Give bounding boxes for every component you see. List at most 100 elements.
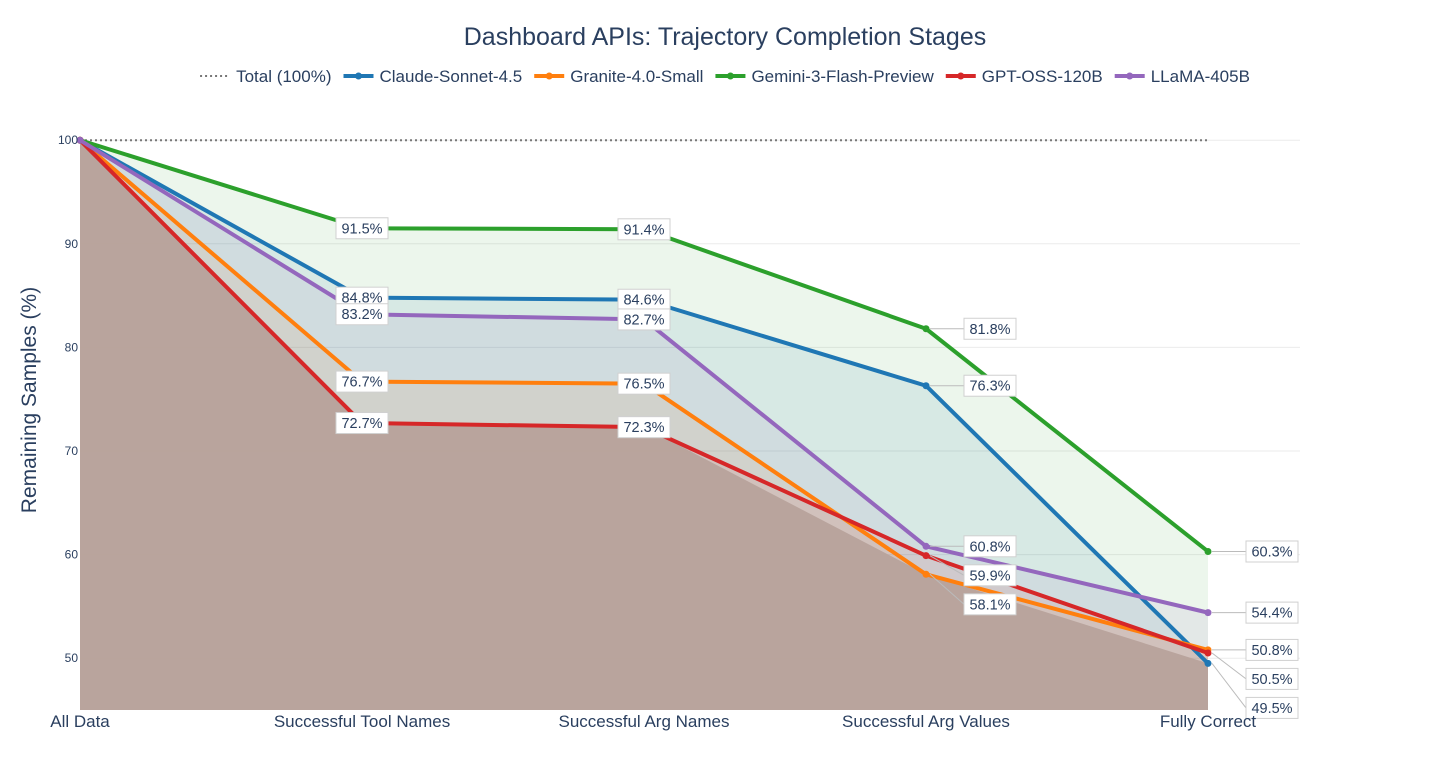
- x-tick-label: Successful Tool Names: [274, 712, 450, 731]
- legend-item-gpt-oss-120b[interactable]: GPT-OSS-120B: [945, 67, 1103, 86]
- data-label: 82.7%: [617, 308, 671, 331]
- data-label: 76.5%: [617, 372, 671, 395]
- data-label: 76.7%: [335, 370, 389, 393]
- label-box: [1245, 601, 1299, 624]
- label-box: [963, 535, 1017, 558]
- fill-gpt-oss-120b: [80, 140, 1208, 710]
- data-point[interactable]: [922, 382, 930, 390]
- label-text: 83.2%: [341, 307, 382, 323]
- label-text: 91.4%: [623, 222, 664, 238]
- label-box: [1245, 667, 1299, 690]
- x-tick-label: Successful Arg Names: [558, 712, 729, 731]
- label-box: [335, 370, 389, 393]
- legend-item-granite-4-0-small[interactable]: Granite-4.0-Small: [534, 67, 703, 86]
- legend-marker: [545, 72, 553, 80]
- label-text: 72.3%: [623, 420, 664, 436]
- data-labels: 84.8% 76.7% 91.5% 72.7% 83.2% 84.6% 76.5% 91.4%…: [335, 217, 1299, 719]
- data-label: 84.6%: [617, 288, 671, 311]
- data-label: 76.3%: [930, 374, 1017, 397]
- y-tick-label: 80: [65, 340, 79, 354]
- label-text: 54.4%: [1251, 606, 1292, 622]
- data-label: 50.5%: [1211, 652, 1299, 690]
- data-label: 72.7%: [335, 412, 389, 435]
- y-tick-label: 50: [65, 651, 79, 665]
- label-text: 91.5%: [341, 221, 382, 237]
- data-point[interactable]: [1204, 659, 1212, 667]
- data-point[interactable]: [1204, 547, 1212, 555]
- label-box: [963, 374, 1017, 397]
- label-leader: [1211, 663, 1247, 709]
- data-point[interactable]: [1204, 609, 1212, 617]
- label-leader: [1211, 652, 1247, 680]
- data-label: 60.8%: [930, 535, 1017, 558]
- label-text: 59.9%: [969, 568, 1010, 584]
- label-text: 60.3%: [1251, 544, 1292, 560]
- label-box: [1245, 540, 1299, 563]
- y-tick-label: 100: [58, 133, 78, 147]
- legend-item-total-100[interactable]: Total (100%): [200, 67, 332, 86]
- data-label: 50.8%: [1212, 638, 1299, 661]
- data-label: 72.3%: [617, 416, 671, 439]
- legend-marker: [957, 72, 965, 80]
- legend-label: Gemini-3-Flash-Preview: [751, 67, 934, 86]
- x-tick-label: Successful Arg Values: [842, 712, 1010, 731]
- data-label: 81.8%: [930, 317, 1017, 340]
- data-label: 58.1%: [929, 573, 1017, 616]
- label-box: [335, 217, 389, 240]
- label-box: [1245, 638, 1299, 661]
- data-point[interactable]: [76, 136, 84, 144]
- chart-title: Dashboard APIs: Trajectory Completion St…: [464, 23, 987, 51]
- label-box: [1245, 696, 1299, 719]
- label-text: 58.1%: [969, 597, 1010, 613]
- y-tick-label: 70: [65, 444, 79, 458]
- label-box: [335, 412, 389, 435]
- legend-label: Total (100%): [236, 67, 331, 86]
- label-text: 72.7%: [341, 416, 382, 432]
- data-label: 91.5%: [335, 217, 389, 240]
- label-box: [335, 303, 389, 326]
- x-axis-ticks: All Data Successful Tool Names Successful …: [50, 712, 1256, 731]
- label-box: [617, 308, 671, 331]
- legend-label: LLaMA-405B: [1151, 67, 1250, 86]
- label-leader: [929, 573, 965, 605]
- data-label: 60.3%: [1212, 540, 1299, 563]
- label-text: 76.3%: [969, 379, 1010, 395]
- y-axis-title: Remaining Samples (%): [18, 287, 41, 513]
- y-tick-label: 90: [65, 237, 79, 251]
- legend-item-gemini-3-flash-preview[interactable]: Gemini-3-Flash-Preview: [715, 67, 934, 86]
- y-tick-label: 60: [65, 548, 79, 562]
- legend-item-claude-sonnet-4-5[interactable]: Claude-Sonnet-4.5: [343, 67, 523, 86]
- legend-marker: [1126, 72, 1134, 80]
- label-box: [963, 317, 1017, 340]
- legend-marker: [726, 72, 734, 80]
- data-point[interactable]: [922, 542, 930, 550]
- legend-item-llama-405b[interactable]: LLaMA-405B: [1114, 67, 1250, 86]
- legend-label: Claude-Sonnet-4.5: [380, 67, 523, 86]
- x-tick-label: Fully Correct: [1160, 712, 1257, 731]
- data-label: 59.9%: [929, 555, 1017, 587]
- data-point[interactable]: [1204, 649, 1212, 657]
- x-tick-label: All Data: [50, 712, 110, 731]
- label-text: 82.7%: [623, 312, 664, 328]
- label-text: 60.8%: [969, 539, 1010, 555]
- label-text: 84.6%: [623, 293, 664, 309]
- legend-label: GPT-OSS-120B: [982, 67, 1103, 86]
- label-text: 81.8%: [969, 322, 1010, 338]
- label-box: [617, 416, 671, 439]
- label-box: [617, 372, 671, 395]
- data-label: 84.8%: [335, 286, 389, 309]
- data-point[interactable]: [922, 325, 930, 333]
- data-point[interactable]: [922, 570, 930, 578]
- label-text: 84.8%: [341, 291, 382, 307]
- data-point[interactable]: [922, 552, 930, 560]
- label-box: [963, 564, 1017, 587]
- legend[interactable]: Total (100%) Claude-Sonnet-4.5 Granite-4.0…: [200, 67, 1250, 86]
- legend-marker: [355, 72, 362, 80]
- y-axis-ticks: 50 60 70 80 90 100: [58, 133, 78, 665]
- label-text: 50.8%: [1251, 643, 1292, 659]
- data-label: 54.4%: [1212, 601, 1299, 624]
- label-text: 76.5%: [623, 377, 664, 393]
- label-text: 49.5%: [1251, 701, 1292, 717]
- legend-label: Granite-4.0-Small: [570, 67, 703, 86]
